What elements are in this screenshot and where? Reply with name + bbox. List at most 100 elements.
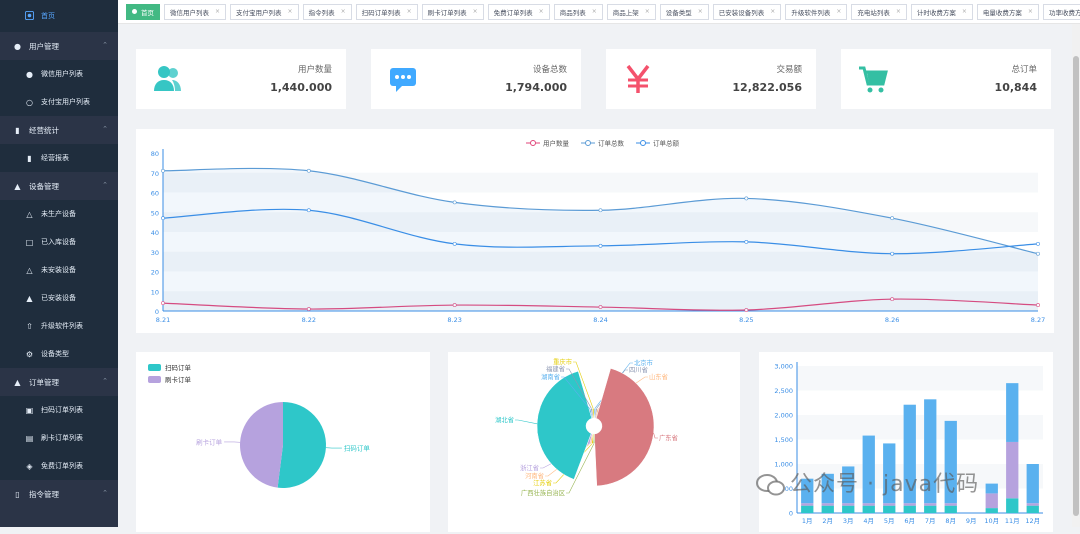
slice-label: 湖北省: [495, 415, 514, 424]
data-point: [1036, 242, 1039, 245]
close-icon[interactable]: ×: [592, 8, 597, 15]
data-point: [891, 252, 894, 255]
rose-hole: [587, 419, 601, 433]
tab-time-fee[interactable]: 计时收费方案×: [911, 4, 973, 20]
close-icon[interactable]: ×: [341, 8, 346, 15]
menu-group-stats[interactable]: ▮ 经营统计 ⌃: [0, 116, 118, 144]
tab-power-fee[interactable]: 电量收费方案×: [977, 4, 1039, 20]
bar-segment: [986, 508, 998, 513]
bar-segment: [801, 506, 813, 513]
menu-item-label: 升级软件列表: [41, 321, 83, 331]
menu-item-in-stock[interactable]: □ 已入库设备: [0, 228, 118, 256]
tab-home[interactable]: 首页: [126, 4, 160, 20]
y-tick-label: 80: [151, 150, 159, 158]
menu-group-orders[interactable]: ▲ 订单管理 ⌃: [0, 368, 118, 396]
active-dot-icon: [132, 9, 137, 14]
close-icon[interactable]: ×: [770, 8, 775, 15]
close-icon[interactable]: ×: [1028, 8, 1033, 15]
bar-segment: [904, 506, 916, 513]
y-tick-label: 2,000: [774, 412, 793, 420]
stat-card-revenue[interactable]: 交易额 12,822.056: [606, 49, 816, 109]
menu-item-free-orders[interactable]: ◈ 免费订单列表: [0, 452, 118, 480]
legend-label: 刷卡订单: [165, 375, 192, 384]
x-tick-label: 8.22: [302, 316, 316, 324]
menu-item-label: 刷卡订单列表: [41, 433, 83, 443]
scrollbar-thumb[interactable]: [1073, 56, 1079, 516]
order-type-pie-card: 扫码订单刷卡订单扫码订单刷卡订单: [136, 352, 430, 532]
menu-item-alipay-users[interactable]: ○ 支付宝用户列表: [0, 88, 118, 116]
bar-segment: [883, 506, 895, 513]
message-icon: [387, 63, 419, 95]
tab-label: 已安装设备列表: [719, 7, 765, 17]
bar-segment: [945, 506, 957, 513]
yen-icon: [622, 63, 654, 95]
tab-alipay-users[interactable]: 支付宝用户列表×: [230, 4, 299, 20]
slice-label: 扫码订单: [344, 444, 371, 453]
tab-free-orders[interactable]: 免费订单列表×: [488, 4, 550, 20]
chevron-up-icon: ⌃: [102, 181, 108, 189]
y-tick-label: 2,500: [774, 387, 793, 395]
tab-card-orders[interactable]: 刷卡订单列表×: [422, 4, 484, 20]
tab-wattage-fee[interactable]: 功率收费方案×: [1043, 4, 1080, 20]
tab-installed-devices[interactable]: 已安装设备列表 ×: [713, 4, 782, 20]
tab-stations[interactable]: 充电站列表×: [851, 4, 907, 20]
slice-label: 广西壮族自治区: [521, 488, 565, 497]
y-tick-label: 1,500: [774, 436, 793, 444]
close-icon[interactable]: ×: [698, 8, 703, 15]
legend-marker: [641, 141, 646, 146]
menu-item-scan-orders[interactable]: ▣ 扫码订单列表: [0, 396, 118, 424]
stat-card-orders[interactable]: 总订单 10,844: [841, 49, 1051, 109]
stat-card-users[interactable]: 用户数量 1,440.000: [136, 49, 346, 109]
x-tick-label: 8.26: [885, 316, 899, 324]
menu-item-report[interactable]: ▮ 经营报表: [0, 144, 118, 172]
bar-segment: [822, 503, 834, 505]
close-icon[interactable]: ×: [962, 8, 967, 15]
menu-item-installed[interactable]: ▲ 已安装设备: [0, 284, 118, 312]
data-point: [1036, 252, 1039, 255]
close-icon[interactable]: ×: [473, 8, 478, 15]
tab-wechat-users[interactable]: 微信用户列表 ×: [164, 4, 226, 20]
tab-upgrade[interactable]: 升级软件列表×: [785, 4, 847, 20]
tab-products[interactable]: 商品列表×: [554, 4, 603, 20]
menu-item-uninstalled[interactable]: △ 未安装设备: [0, 256, 118, 284]
menu-item-label: 扫码订单列表: [41, 405, 83, 415]
wechat-logo-icon: [756, 473, 786, 497]
close-icon[interactable]: ×: [215, 8, 220, 15]
bar-segment: [1006, 498, 1018, 513]
menu-item-wechat-users[interactable]: ● 微信用户列表: [0, 60, 118, 88]
y-tick-label: 30: [151, 249, 159, 257]
close-icon[interactable]: ×: [407, 8, 412, 15]
menu-group-label: 设备管理: [29, 181, 59, 192]
menu-item-upgrade[interactable]: ⇧ 升级软件列表: [0, 312, 118, 340]
menu-group-users[interactable]: ● 用户管理 ⌃: [0, 32, 118, 60]
close-icon[interactable]: ×: [836, 8, 841, 15]
menu-group-devices[interactable]: ▲ 设备管理 ⌃: [0, 172, 118, 200]
x-tick-label: 4月: [863, 517, 874, 525]
pie-slice: [240, 402, 283, 488]
tab-commands[interactable]: 指令列表×: [303, 4, 352, 20]
menu-group-commands[interactable]: ▯ 指令管理 ⌃: [0, 480, 118, 508]
close-icon[interactable]: ×: [539, 8, 544, 15]
menu-item-device-type[interactable]: ⚙ 设备类型: [0, 340, 118, 368]
close-icon[interactable]: ×: [645, 8, 650, 15]
stat-card-devices[interactable]: 设备总数 1,794.000: [371, 49, 581, 109]
tab-device-type[interactable]: 设备类型×: [660, 4, 709, 20]
bar-segment: [924, 503, 936, 505]
bar-segment: [863, 503, 875, 505]
bar-chart-icon: ▮: [12, 126, 23, 135]
user-outline-icon: ○: [24, 98, 35, 107]
bar-segment: [904, 503, 916, 505]
tab-product-shelf[interactable]: 商品上架×: [607, 4, 656, 20]
menu-item-card-orders[interactable]: ▤ 刷卡订单列表: [0, 424, 118, 452]
stat-label: 交易额: [776, 63, 802, 75]
close-icon[interactable]: ×: [896, 8, 901, 15]
menu-item-unproduced[interactable]: △ 未生产设备: [0, 200, 118, 228]
close-icon[interactable]: ×: [288, 8, 293, 15]
menu-group-label: 订单管理: [29, 377, 59, 388]
tab-scan-orders[interactable]: 扫码订单列表×: [356, 4, 418, 20]
scrollbar[interactable]: [1072, 24, 1080, 527]
menu-home[interactable]: 首页: [0, 0, 118, 32]
tab-label: 微信用户列表: [170, 7, 209, 17]
x-tick-label: 10月: [984, 517, 999, 525]
